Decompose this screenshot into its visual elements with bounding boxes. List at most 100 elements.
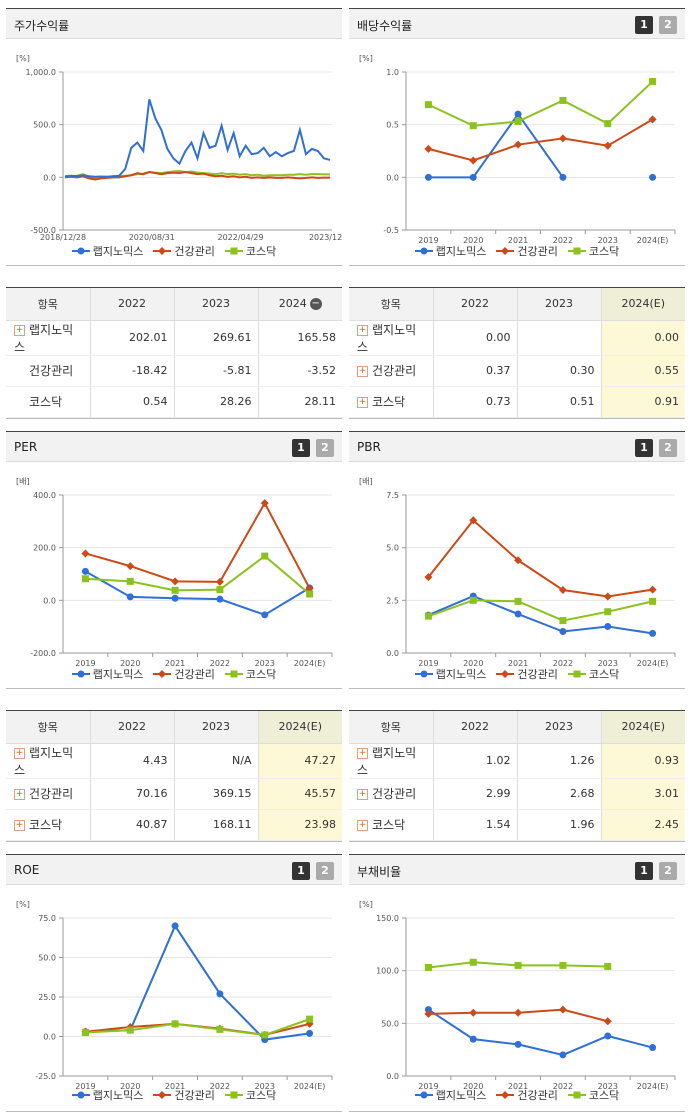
table-cell: 165.58 — [257, 320, 342, 356]
dividend-yield-panel: 배당수익률 1 2 [%] 1.0 0.5 0.0 -0.5 2019 2020 2021 20… — [349, 8, 685, 266]
expand-icon[interactable]: + — [14, 820, 25, 831]
legend-item-health[interactable]: 건강관리 — [496, 243, 558, 259]
x-tick-label: 2021 — [508, 659, 528, 668]
x-tick-label: 2021 — [508, 1082, 528, 1091]
table-cell: -3.52 — [257, 355, 342, 387]
legend-item-health[interactable]: 건강관리 — [153, 666, 215, 682]
row-label: 건강관리 — [6, 355, 90, 387]
data-point-kosdaq — [216, 586, 224, 594]
table-cell: 23.98 — [257, 809, 342, 841]
y-tick-label: 2.5 — [386, 596, 399, 605]
y-tick-label: 150.0 — [376, 914, 399, 923]
column-header: 2022 — [432, 711, 517, 744]
data-point-health — [424, 144, 433, 153]
chart-legend: 랩지노믹스 건강관리 코스닥 — [6, 1087, 342, 1103]
data-point-lab — [514, 610, 522, 618]
table-row: + 랩지노믹스 1.02 1.26 0.93 — [349, 743, 685, 779]
expand-icon[interactable]: + — [14, 747, 25, 759]
table-cell: -18.42 — [89, 355, 174, 387]
legend-item-kosdaq[interactable]: 코스닥 — [224, 1087, 276, 1103]
legend-item-lab[interactable]: 랩지노믹스 — [414, 243, 486, 259]
table-row: + 랩지노믹스 4.43 N/A 47.27 — [6, 743, 342, 779]
legend-swatch-kosdaq — [567, 247, 586, 255]
x-tick-label: 2021 — [508, 236, 528, 245]
data-point-health — [558, 586, 567, 595]
data-point-kosdaq — [559, 96, 567, 104]
page-1-button[interactable]: 1 — [635, 439, 653, 457]
page-1-button[interactable]: 1 — [292, 862, 310, 880]
page-2-button[interactable]: 2 — [659, 862, 677, 880]
legend-item-health[interactable]: 건강관리 — [153, 1087, 215, 1103]
y-tick-label: 25.0 — [38, 993, 56, 1002]
data-point-kosdaq — [514, 597, 522, 605]
expand-icon[interactable]: + — [357, 747, 368, 759]
legend-item-lab[interactable]: 랩지노믹스 — [414, 666, 486, 682]
expand-icon[interactable]: + — [357, 789, 368, 800]
table-cell — [516, 320, 601, 356]
page-2-button[interactable]: 2 — [659, 439, 677, 457]
page-2-button[interactable]: 2 — [316, 439, 334, 457]
data-point-lab — [261, 611, 269, 619]
legend-item-health[interactable]: 건강관리 — [153, 243, 215, 259]
series-line-lab — [64, 99, 331, 178]
data-point-health — [305, 584, 314, 593]
page-1-button[interactable]: 1 — [635, 862, 653, 880]
data-point-health — [648, 585, 657, 594]
data-point-kosdaq — [514, 118, 522, 126]
legend-item-kosdaq[interactable]: 코스닥 — [567, 243, 619, 259]
page-1-button[interactable]: 1 — [292, 439, 310, 457]
data-point-kosdaq — [126, 577, 134, 585]
x-tick-label: 2024(E) — [294, 1082, 326, 1091]
table-cell: 4.43 — [89, 743, 174, 779]
collapse-icon[interactable]: − — [309, 298, 322, 311]
chart-legend: 랩지노믹스 건강관리 코스닥 — [6, 243, 342, 259]
series-line-health — [85, 501, 311, 589]
data-point-lab — [424, 173, 432, 181]
column-header: 2024(E) — [600, 711, 685, 744]
expand-icon[interactable]: + — [357, 397, 368, 408]
y-tick-label: 400.0 — [33, 491, 56, 500]
legend-item-kosdaq[interactable]: 코스닥 — [224, 243, 276, 259]
x-tick-label: 2024(E) — [637, 1082, 669, 1091]
data-point-health — [171, 577, 180, 586]
data-point-kosdaq — [649, 77, 657, 85]
legend-item-lab[interactable]: 랩지노믹스 — [71, 243, 143, 259]
expand-icon[interactable]: + — [357, 366, 368, 377]
data-point-kosdaq — [81, 575, 89, 583]
page-1-button[interactable]: 1 — [635, 16, 653, 34]
legend-item-lab[interactable]: 랩지노믹스 — [71, 1087, 143, 1103]
y-tick-label: 0.0 — [386, 1072, 399, 1081]
expand-icon[interactable]: + — [357, 820, 368, 831]
expand-icon[interactable]: + — [14, 789, 25, 800]
expand-icon[interactable]: + — [357, 324, 368, 336]
stock-return-table: 항목 2022 2023 2024− + 랩지노믹스 202.01 269.61 165.58 건… — [6, 287, 342, 419]
x-tick-label: 2023/12/28 — [309, 233, 342, 242]
table-cell: 2.99 — [432, 778, 517, 810]
table-cell: -5.81 — [173, 355, 258, 387]
data-point-lab — [649, 173, 657, 181]
legend-item-kosdaq[interactable]: 코스닥 — [224, 666, 276, 682]
data-point-health — [81, 549, 90, 558]
x-tick-label: 2020 — [463, 236, 483, 245]
legend-item-kosdaq[interactable]: 코스닥 — [567, 1087, 619, 1103]
table-row: + 코스닥 40.87 168.11 23.98 — [6, 809, 342, 841]
column-header: 항목 — [6, 711, 90, 744]
series-line-kosdaq — [428, 599, 653, 622]
table-row: + 코스닥 1.54 1.96 2.45 — [349, 809, 685, 841]
legend-item-kosdaq[interactable]: 코스닥 — [567, 666, 619, 682]
x-tick-label: 2022 — [210, 659, 230, 668]
data-point-health — [305, 1019, 314, 1028]
expand-icon[interactable]: + — [14, 324, 25, 336]
legend-item-health[interactable]: 건강관리 — [496, 1087, 558, 1103]
page-2-button[interactable]: 2 — [316, 862, 334, 880]
legend-item-health[interactable]: 건강관리 — [496, 666, 558, 682]
x-tick-label: 2018/12/28 — [40, 233, 86, 242]
legend-item-lab[interactable]: 랩지노믹스 — [414, 1087, 486, 1103]
page-2-button[interactable]: 2 — [659, 16, 677, 34]
data-point-kosdaq — [559, 617, 567, 625]
debt-ratio-chart: [%]150.0 100.0 50.0 0.0 2019 2020 2021 2022 2023… — [359, 900, 676, 1091]
legend-item-lab[interactable]: 랩지노믹스 — [71, 666, 143, 682]
table-cell: 369.15 — [173, 778, 258, 810]
y-tick-label: 500.0 — [33, 121, 56, 130]
pbr-table: 항목 2022 2023 2024(E) + 랩지노믹스 1.02 1.26 0.93 + 건강관리… — [349, 710, 685, 842]
